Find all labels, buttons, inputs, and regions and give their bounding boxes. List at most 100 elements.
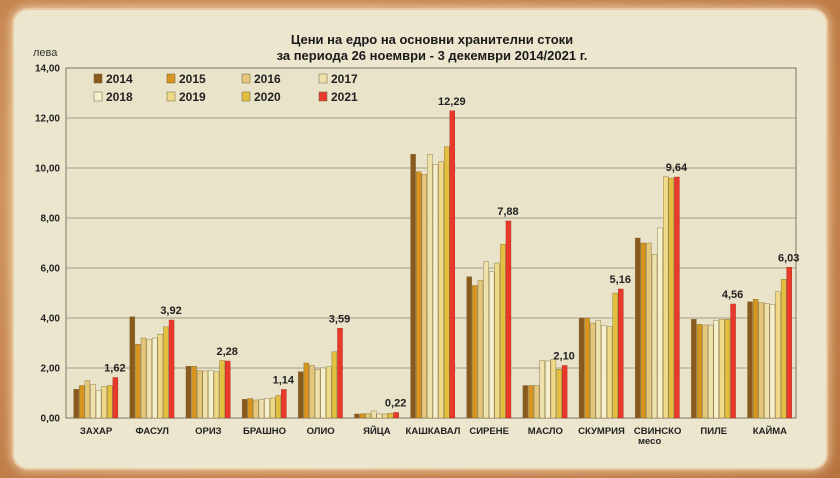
bar-кашкавал-2018 (432, 164, 439, 419)
legend-label-2015: 2015 (179, 72, 206, 86)
bar-фасул-2015 (135, 344, 141, 419)
bar-фасул-2021 (168, 319, 175, 419)
y-axis-unit-label: лева (33, 47, 58, 59)
bar-свинско-2016 (646, 242, 652, 419)
data-labels: 1,62 3,92 2,28 1,14 3,59 0,22 12,29 7,88 2,10 5,1… (104, 96, 799, 410)
bar-кайма-2014 (747, 301, 753, 419)
category-label: ФАСУЛ (136, 426, 170, 437)
bar-масло-2016 (533, 385, 540, 419)
bar-кайма-2016 (758, 302, 764, 419)
chart-title-line2: за периода 26 ноември - 3 декември 2014/… (277, 48, 588, 63)
category-label: ОРИЗ (195, 426, 222, 437)
bar-пиле-2020 (724, 319, 731, 419)
chart-frame: Цени на едро на основни хранителни стоки… (14, 10, 826, 468)
data-label-фасул: 3,92 (160, 305, 181, 317)
bar-брашно-2017 (258, 399, 265, 419)
bar-олио-2021 (337, 328, 343, 419)
category-label: ЯЙЦА (363, 425, 391, 437)
legend-label-2021: 2021 (331, 90, 358, 104)
bar-кайма-2017 (764, 303, 770, 419)
chart-title-line1: Цени на едро на основни хранителни стоки (291, 32, 573, 47)
bar-сирене-2017 (483, 261, 489, 419)
bar-яйца-2021 (393, 412, 399, 419)
bar-свинско-2021 (674, 176, 680, 419)
bar-кашкавал-2015 (416, 171, 422, 419)
bar-яйца-2017 (371, 410, 377, 419)
bar-ориз-2018 (208, 370, 214, 419)
data-label-кашкавал: 12,29 (438, 96, 466, 108)
bar-захар-2017 (90, 384, 96, 419)
bar-масло-2020 (556, 369, 562, 419)
y-axis-ticks: 0,00 2,00 4,00 6,00 8,00 10,00 12,00 14,00 (35, 64, 60, 425)
bar-сирене-2015 (472, 285, 478, 419)
bar-фасул-2018 (152, 337, 158, 419)
data-label-олио: 3,59 (329, 313, 350, 325)
bar-олио-2016 (309, 365, 315, 419)
data-label-захар: 1,62 (104, 363, 125, 375)
bar-брашно-2021 (281, 389, 287, 419)
bar-скумрия-2019 (606, 326, 613, 419)
bar-сирене-2014 (466, 276, 472, 419)
bar-свинско-2019 (663, 176, 669, 419)
bar-олио-2017 (314, 369, 321, 419)
bar-ориз-2017 (202, 370, 208, 419)
bar-брашно-2019 (269, 397, 276, 419)
legend-label-2019: 2019 (179, 90, 206, 104)
category-label: ЗАХАР (80, 426, 113, 437)
bar-масло-2014 (522, 385, 529, 419)
category-label: КАЙМА (753, 425, 787, 437)
data-label-ориз: 2,28 (216, 346, 237, 358)
legend-label-2014: 2014 (106, 72, 133, 86)
bar-брашно-2016 (253, 399, 259, 419)
bar-кашкавал-2020 (444, 146, 450, 419)
bar-свинско-2017 (651, 254, 658, 419)
bar-фасул-2014 (129, 316, 136, 419)
category-label: ОЛИО (307, 426, 335, 437)
bar-сирене-2020 (500, 244, 506, 419)
bar-олио-2014 (298, 371, 304, 419)
bar-свинско-2014 (635, 237, 641, 419)
legend-label-2018: 2018 (106, 90, 133, 104)
bar-скумрия-2014 (578, 317, 585, 419)
bar-кашкавал-2021 (449, 110, 455, 419)
y-tick-label: 6,00 (41, 264, 61, 275)
bar-захар-2021 (112, 377, 119, 419)
bar-яйца-2014 (354, 413, 360, 419)
legend-swatch-2020 (241, 91, 251, 102)
bar-пиле-2021 (730, 303, 736, 419)
y-tick-label: 4,00 (41, 314, 61, 325)
y-tick-label: 10,00 (35, 164, 60, 175)
bar-захар-2014 (73, 389, 79, 419)
bar-брашно-2018 (264, 398, 270, 419)
bar-кайма-2021 (786, 267, 792, 419)
legend-swatch-2019 (166, 91, 176, 102)
bar-пиле-2018 (713, 320, 719, 419)
bar-скумрия-2020 (612, 292, 618, 419)
bar-кашкавал-2017 (427, 154, 433, 419)
bar-фасул-2020 (163, 326, 169, 419)
bar-ориз-2019 (213, 371, 220, 419)
y-tick-label: 8,00 (41, 214, 61, 225)
data-label-кайма: 6,03 (778, 252, 799, 264)
bar-свинско-2020 (668, 177, 675, 419)
y-tick-label: 0,00 (41, 414, 61, 425)
category-sublabel: месо (638, 436, 661, 447)
legend-label-2017: 2017 (331, 72, 358, 86)
bars (73, 110, 792, 419)
bar-скумрия-2017 (595, 320, 602, 419)
y-tick-label: 14,00 (35, 64, 60, 75)
bar-ориз-2020 (219, 360, 225, 419)
bar-яйца-2019 (382, 413, 388, 419)
y-tick-label: 2,00 (41, 364, 61, 375)
bar-кайма-2018 (769, 304, 776, 419)
category-label: СИРЕНЕ (469, 426, 509, 437)
bar-ориз-2021 (224, 360, 231, 419)
bar-масло-2017 (539, 360, 545, 419)
legend-swatch-2021 (318, 91, 328, 102)
legend-swatch-2015 (166, 73, 176, 84)
bar-масло-2021 (561, 365, 568, 419)
bar-ориз-2015 (191, 366, 197, 419)
category-label: МАСЛО (528, 426, 563, 437)
bar-кайма-2019 (775, 291, 781, 419)
category-label: СКУМРИЯ (578, 426, 625, 437)
